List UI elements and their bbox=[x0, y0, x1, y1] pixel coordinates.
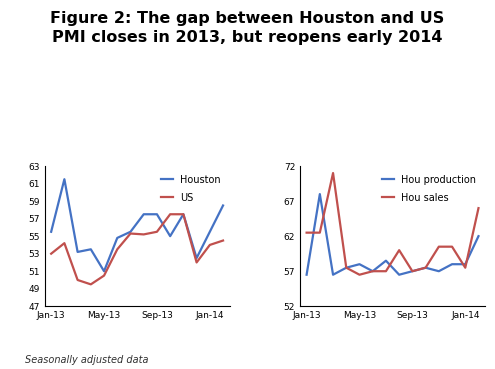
Houston bbox=[194, 256, 199, 260]
Line: Houston: Houston bbox=[51, 179, 223, 271]
Houston bbox=[61, 177, 67, 182]
Hou sales bbox=[303, 230, 309, 235]
Houston bbox=[167, 234, 173, 238]
US bbox=[220, 238, 226, 243]
Houston bbox=[128, 230, 134, 234]
Line: US: US bbox=[51, 214, 223, 284]
Hou production bbox=[383, 258, 389, 263]
Hou sales bbox=[476, 206, 482, 210]
Houston bbox=[220, 203, 226, 208]
US bbox=[88, 282, 94, 287]
US bbox=[101, 273, 107, 278]
Hou sales bbox=[383, 269, 389, 273]
Hou sales bbox=[449, 244, 455, 249]
Line: Hou production: Hou production bbox=[306, 194, 479, 275]
US bbox=[48, 252, 54, 256]
Houston bbox=[48, 230, 54, 234]
US bbox=[207, 243, 213, 247]
Hou sales bbox=[317, 230, 323, 235]
Hou production bbox=[303, 272, 309, 277]
Houston bbox=[180, 212, 186, 217]
Houston bbox=[88, 247, 94, 252]
Hou production bbox=[409, 269, 415, 273]
Hou production bbox=[423, 266, 429, 270]
US bbox=[128, 231, 134, 236]
Hou production bbox=[317, 192, 323, 196]
Houston bbox=[101, 269, 107, 273]
Hou production bbox=[449, 262, 455, 266]
Hou sales bbox=[409, 269, 415, 273]
Hou production bbox=[370, 269, 376, 273]
Hou production bbox=[356, 262, 362, 266]
US bbox=[114, 247, 120, 252]
Hou production bbox=[344, 266, 349, 270]
Houston bbox=[207, 230, 213, 234]
Hou sales bbox=[344, 266, 349, 270]
US bbox=[167, 212, 173, 217]
Houston bbox=[75, 250, 81, 254]
US bbox=[154, 230, 160, 234]
Houston bbox=[141, 212, 147, 217]
Hou sales bbox=[423, 266, 429, 270]
Hou production bbox=[436, 269, 442, 273]
Houston bbox=[154, 212, 160, 217]
Text: Seasonally adjusted data: Seasonally adjusted data bbox=[25, 355, 148, 365]
Hou sales bbox=[462, 266, 468, 270]
Hou production bbox=[462, 262, 468, 266]
Text: Figure 2: The gap between Houston and US
PMI closes in 2013, but reopens early 2: Figure 2: The gap between Houston and US… bbox=[50, 11, 445, 45]
Hou sales bbox=[330, 171, 336, 175]
Hou sales bbox=[356, 272, 362, 277]
Hou production bbox=[396, 272, 402, 277]
Hou sales bbox=[396, 248, 402, 252]
Hou production bbox=[476, 234, 482, 238]
US bbox=[194, 260, 199, 265]
Line: Hou sales: Hou sales bbox=[306, 173, 479, 275]
US bbox=[141, 232, 147, 237]
Hou sales bbox=[436, 244, 442, 249]
Legend: Hou production, Hou sales: Hou production, Hou sales bbox=[378, 171, 480, 207]
US bbox=[180, 212, 186, 217]
US bbox=[75, 278, 81, 282]
Hou production bbox=[330, 272, 336, 277]
US bbox=[61, 241, 67, 245]
Houston bbox=[114, 236, 120, 240]
Legend: Houston, US: Houston, US bbox=[157, 171, 225, 207]
Hou sales bbox=[370, 269, 376, 273]
